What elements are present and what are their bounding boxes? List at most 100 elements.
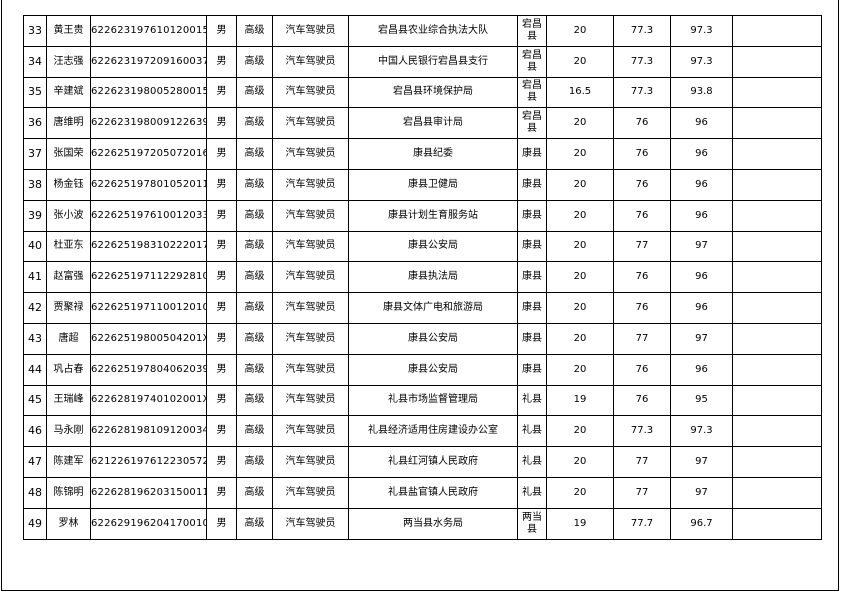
level-cell: 高级: [236, 476, 273, 509]
work-unit-cell: 两当县水务局: [348, 507, 518, 540]
table-row: 49 罗林 622629196204170010 男高级 汽车驾驶员 两当县水务局 两当县 1…: [23, 507, 822, 540]
job-title-cell: 汽车驾驶员: [272, 138, 349, 170]
row-number-cell: 38: [23, 168, 47, 201]
work-unit-cell: 礼县盐官镇人民政府: [348, 476, 518, 509]
score-2-cell: 77: [613, 476, 671, 509]
total-score-cell: 97.3: [670, 415, 733, 448]
total-score-cell: 97.3: [670, 15, 733, 47]
remark-cell: [732, 292, 822, 324]
score-1-cell: 20: [546, 168, 614, 201]
remark-cell: [732, 138, 822, 170]
gender-cell: 男: [206, 261, 237, 294]
id-number-cell: 622625197205072016: [90, 138, 207, 170]
level-cell: 高级: [236, 107, 273, 140]
work-unit-cell: 礼县红河镇人民政府: [348, 446, 518, 478]
row-number-cell: 41: [23, 261, 47, 294]
work-unit-cell: 宕昌县审计局: [348, 107, 518, 140]
score-1-cell: 20: [546, 199, 614, 232]
remark-cell: [732, 168, 822, 201]
remark-cell: [732, 446, 822, 478]
county-cell: 康县: [517, 230, 547, 263]
score-2-cell: 76: [613, 384, 671, 417]
score-1-cell: 19: [546, 384, 614, 417]
county-cell: 康县: [517, 138, 547, 170]
name-cell: 马永刚: [46, 415, 91, 448]
gender-cell: 男: [206, 15, 237, 47]
total-score-cell: 97: [670, 322, 733, 355]
remark-cell: [732, 384, 822, 417]
work-unit-cell: 康县公安局: [348, 230, 518, 263]
gender-cell: 男: [206, 476, 237, 509]
table-row: 36 唐维明 622623198009122639 男高级 汽车驾驶员 宕昌县审计局 宕昌县…: [23, 107, 822, 140]
remark-cell: [732, 476, 822, 509]
total-score-cell: 96: [670, 168, 733, 201]
county-cell: 宕昌县: [517, 76, 547, 109]
name-cell: 陈锦明: [46, 476, 91, 509]
name-cell: 杨金钰: [46, 168, 91, 201]
id-number-cell: 62262819740102001X: [90, 384, 207, 417]
id-number-cell: 622628196203150011: [90, 476, 207, 509]
total-score-cell: 97: [670, 446, 733, 478]
gender-cell: 男: [206, 322, 237, 355]
gender-cell: 男: [206, 446, 237, 478]
score-2-cell: 76: [613, 138, 671, 170]
work-unit-cell: 礼县经济适用住房建设办公室: [348, 415, 518, 448]
job-title-cell: 汽车驾驶员: [272, 261, 349, 294]
county-cell: 康县: [517, 168, 547, 201]
name-cell: 巩占春: [46, 353, 91, 386]
total-score-cell: 97: [670, 230, 733, 263]
score-1-cell: 20: [546, 15, 614, 47]
table-row: 35 辛建斌 622623198005280015 男高级 汽车驾驶员 宕昌县环境保护局宕…: [23, 76, 822, 109]
row-number-cell: 37: [23, 138, 47, 170]
job-title-cell: 汽车驾驶员: [272, 168, 349, 201]
score-2-cell: 76: [613, 168, 671, 201]
score-1-cell: 20: [546, 138, 614, 170]
score-2-cell: 76: [613, 261, 671, 294]
name-cell: 汪志强: [46, 45, 91, 78]
total-score-cell: 96: [670, 292, 733, 324]
score-1-cell: 19: [546, 507, 614, 540]
job-title-cell: 汽车驾驶员: [272, 322, 349, 355]
score-1-cell: 20: [546, 476, 614, 509]
name-cell: 唐维明: [46, 107, 91, 140]
id-number-cell: 622629196204170010: [90, 507, 207, 540]
county-cell: 宕昌县: [517, 45, 547, 78]
level-cell: 高级: [236, 45, 273, 78]
remark-cell: [732, 230, 822, 263]
id-number-cell: 622625197112292810: [90, 261, 207, 294]
job-title-cell: 汽车驾驶员: [272, 476, 349, 509]
total-score-cell: 96.7: [670, 507, 733, 540]
gender-cell: 男: [206, 199, 237, 232]
total-score-cell: 97: [670, 476, 733, 509]
row-number-cell: 42: [23, 292, 47, 324]
level-cell: 高级: [236, 15, 273, 47]
total-score-cell: 96: [670, 261, 733, 294]
gender-cell: 男: [206, 45, 237, 78]
gender-cell: 男: [206, 507, 237, 540]
job-title-cell: 汽车驾驶员: [272, 507, 349, 540]
county-cell: 康县: [517, 322, 547, 355]
table-row: 34 汪志强 622623197209160037 男高级 汽车驾驶员 中国人民银行宕昌县…: [23, 45, 822, 78]
table-row: 46 马永刚 622628198109120034 男高级 汽车驾驶员 礼县经济适用住房建…: [23, 415, 822, 448]
name-cell: 贾聚禄: [46, 292, 91, 324]
county-cell: 宕昌县: [517, 15, 547, 47]
row-number-cell: 48: [23, 476, 47, 509]
gender-cell: 男: [206, 168, 237, 201]
work-unit-cell: 礼县市场监督管理局: [348, 384, 518, 417]
remark-cell: [732, 353, 822, 386]
job-title-cell: 汽车驾驶员: [272, 15, 349, 47]
remark-cell: [732, 322, 822, 355]
row-number-cell: 36: [23, 107, 47, 140]
job-title-cell: 汽车驾驶员: [272, 76, 349, 109]
total-score-cell: 96: [670, 138, 733, 170]
total-score-cell: 97.3: [670, 45, 733, 78]
name-cell: 赵富强: [46, 261, 91, 294]
level-cell: 高级: [236, 384, 273, 417]
job-title-cell: 汽车驾驶员: [272, 353, 349, 386]
id-number-cell: 622623197209160037: [90, 45, 207, 78]
remark-cell: [732, 261, 822, 294]
remark-cell: [732, 415, 822, 448]
table-row: 42 贾聚禄 622625197110012010 男高级 汽车驾驶员 康县文体广电和旅游…: [23, 292, 822, 324]
remark-cell: [732, 107, 822, 140]
